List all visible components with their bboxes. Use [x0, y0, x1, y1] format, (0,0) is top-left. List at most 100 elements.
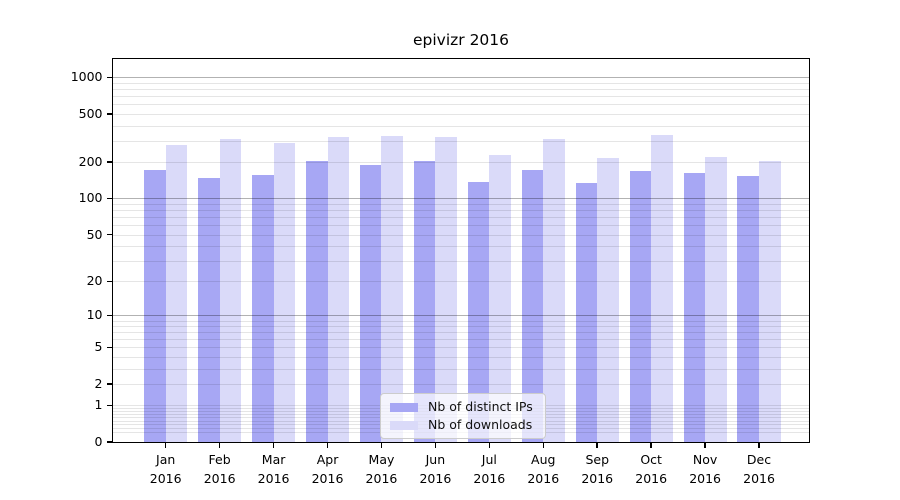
y-tick	[106, 346, 113, 349]
x-tick	[596, 443, 598, 448]
chart-title: epivizr 2016	[412, 31, 510, 49]
bar-downloads-may	[381, 136, 404, 442]
gridline-minor	[113, 104, 809, 106]
y-tick-label: 50	[86, 226, 103, 242]
x-tick-label-nov: Nov 2016	[674, 450, 736, 488]
x-tick-label-oct: Oct 2016	[620, 450, 682, 488]
gridline-minor	[113, 203, 809, 205]
x-tick-label-jul: Jul 2016	[458, 450, 520, 488]
gridline-minor	[113, 347, 809, 349]
x-tick-year: 2016	[365, 471, 398, 486]
bar-downloads-aug	[543, 138, 565, 442]
x-tick	[272, 443, 275, 448]
x-tick-year: 2016	[527, 471, 560, 486]
x-tick-month: Nov	[692, 452, 718, 467]
bar-ips-nov	[683, 172, 706, 442]
gridline-major	[113, 198, 809, 200]
x-tick-year: 2016	[149, 471, 182, 486]
gridline-minor	[113, 89, 809, 91]
gridline-minor	[113, 125, 809, 127]
bar-ips-dec	[737, 176, 760, 442]
y-tick-label: 10	[86, 307, 103, 323]
y-tick	[106, 383, 113, 385]
bar-downloads-jul	[489, 155, 511, 442]
bar-ips-jan	[144, 170, 166, 442]
y-tick-label: 5	[94, 339, 103, 355]
legend-item-downloads: Nb of downloads	[390, 418, 533, 432]
x-tick-label-apr: Apr 2016	[297, 450, 359, 488]
x-tick-label-aug: Aug 2016	[512, 450, 574, 488]
y-tick-label: 0	[94, 434, 103, 449]
bar-downloads-jun	[435, 136, 457, 442]
x-tick	[758, 443, 760, 448]
bar-ips-aug	[521, 169, 544, 442]
x-tick-year: 2016	[257, 471, 290, 486]
gridline-minor	[113, 83, 809, 84]
y-tick	[106, 113, 113, 115]
x-tick-month: Jan	[156, 452, 176, 467]
x-tick-month: May	[368, 452, 395, 467]
x-tick-year: 2016	[689, 471, 721, 486]
x-tick-month: Dec	[746, 452, 772, 467]
x-tick	[488, 443, 491, 448]
bar-ips-jul	[467, 181, 490, 442]
y-tick	[106, 441, 113, 443]
x-tick-month: Apr	[316, 452, 339, 467]
x-tick-label-dec: Dec 2016	[728, 450, 790, 488]
gridline-minor	[113, 326, 809, 328]
gridline-minor	[113, 225, 809, 227]
y-tick-label: 20	[86, 273, 103, 289]
x-tick	[650, 443, 652, 448]
x-tick-year: 2016	[581, 471, 614, 486]
gridline-minor	[113, 281, 809, 283]
x-tick-month: Mar	[261, 452, 286, 467]
gridline-minor	[113, 96, 809, 98]
x-tick-month: Jun	[425, 452, 446, 467]
y-tick	[106, 404, 113, 407]
y-tick-label: 500	[78, 105, 103, 121]
gridline-minor	[113, 246, 809, 248]
x-tick-year: 2016	[635, 471, 668, 486]
bar-ips-jun	[413, 161, 436, 442]
bar-downloads-nov	[705, 157, 727, 442]
y-tick	[106, 197, 113, 200]
x-tick	[326, 443, 329, 448]
y-tick	[106, 161, 113, 163]
y-tick-label: 100	[78, 190, 103, 206]
x-tick-year: 2016	[203, 471, 236, 486]
gridline-minor	[113, 162, 809, 164]
gridline-minor	[113, 320, 809, 322]
gridline-minor	[113, 357, 809, 359]
legend: Nb of distinct IPs Nb of downloads	[380, 393, 546, 439]
x-tick-label-jun: Jun 2016	[404, 450, 466, 488]
x-tick	[434, 443, 437, 448]
gridline-minor	[113, 368, 809, 370]
y-tick-label: 2	[94, 376, 103, 392]
x-tick	[218, 443, 221, 448]
x-tick-year: 2016	[743, 471, 775, 486]
bar-downloads-feb	[219, 138, 242, 442]
legend-swatch-distinct-ips	[390, 402, 418, 412]
bar-ips-mar	[251, 174, 274, 442]
y-tick	[106, 280, 113, 283]
gridline-minor	[113, 217, 809, 219]
x-tick	[380, 443, 383, 448]
gridline-minor	[113, 260, 809, 262]
gridline-minor	[113, 234, 809, 236]
x-tick-label-mar: Mar 2016	[243, 450, 305, 488]
y-tick	[106, 314, 113, 317]
bar-downloads-oct	[651, 135, 673, 442]
x-tick-month: Sep	[585, 452, 609, 467]
gridline-major	[113, 315, 809, 317]
x-tick-label-may: May 2016	[350, 450, 412, 488]
gridline-minor	[113, 140, 809, 142]
legend-item-distinct-ips: Nb of distinct IPs	[390, 400, 533, 414]
legend-swatch-downloads	[390, 420, 418, 430]
y-tick-label: 1000	[70, 69, 103, 85]
x-tick-month: Aug	[531, 452, 556, 467]
bar-ips-oct	[629, 171, 652, 442]
bar-ips-apr	[305, 160, 328, 442]
gridline-major	[113, 77, 809, 79]
x-tick-label-jan: Jan 2016	[135, 450, 197, 488]
